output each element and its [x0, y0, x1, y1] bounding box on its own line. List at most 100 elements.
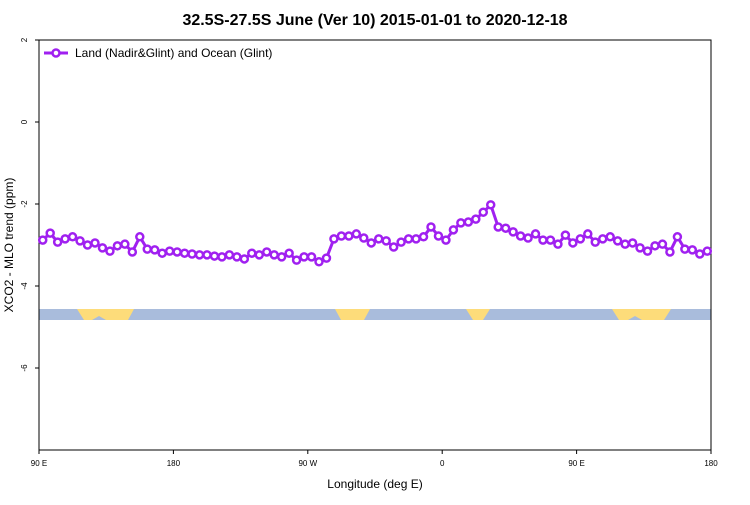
data-point [105, 246, 115, 256]
data-point [456, 218, 466, 228]
data-point [254, 250, 265, 260]
data-point [605, 232, 615, 242]
data-point [553, 239, 563, 249]
data-point [142, 244, 153, 254]
data-point [299, 252, 309, 262]
data-point [179, 248, 190, 258]
data-point [612, 236, 623, 246]
data-point [680, 244, 690, 254]
data-point [232, 252, 242, 262]
data-point [149, 245, 160, 255]
chart-title: 32.5S-27.5S June (Ver 10) 2015-01-01 to … [182, 12, 567, 29]
data-point [418, 232, 429, 242]
data-point [463, 217, 474, 227]
y-tick-label: -4 [20, 282, 29, 290]
data-point [373, 234, 384, 244]
data-point [224, 250, 235, 260]
data-point [650, 241, 660, 251]
data-point [523, 233, 533, 243]
y-tick-label: 0 [20, 119, 29, 124]
data-point [135, 232, 145, 242]
data-point [291, 255, 302, 265]
glint-band [466, 309, 490, 320]
data-point [194, 250, 205, 260]
y-axis-label: XCO2 - MLO trend (ppm) [2, 178, 16, 313]
data-point [687, 245, 698, 255]
data-point [359, 233, 369, 243]
data-point [127, 247, 138, 257]
data-point [37, 235, 48, 245]
y-tick-label: -2 [20, 200, 29, 208]
plot-frame [38, 39, 712, 451]
data-point [97, 243, 108, 253]
data-point [478, 207, 489, 217]
data-point [157, 248, 167, 258]
data-point [702, 246, 713, 256]
surface-band [39, 309, 711, 320]
data-point [306, 252, 317, 262]
data-point [642, 246, 653, 256]
data-point [269, 250, 279, 260]
glint-band [77, 309, 134, 320]
data-point [560, 230, 571, 240]
data-point [314, 257, 324, 267]
data-point [627, 238, 638, 248]
data-point [575, 234, 586, 244]
legend: Land (Nadir&Glint) and Ocean (Glint) [44, 46, 272, 60]
data-point [433, 231, 444, 241]
data-point [120, 239, 130, 249]
x-axis-label: Longitude (deg E) [327, 477, 422, 491]
legend-marker [51, 48, 61, 58]
data-point [597, 234, 608, 244]
x-tick-label: 180 [704, 459, 718, 468]
ocean-band [39, 309, 711, 320]
data-point [695, 249, 705, 259]
data-point [381, 236, 391, 246]
data-point [411, 234, 421, 244]
x-tick-label: 90 W [298, 459, 317, 468]
data-point [202, 250, 212, 260]
data-point [261, 247, 272, 257]
data-point [172, 247, 182, 257]
data-point [620, 239, 630, 249]
data-point [471, 214, 481, 224]
x-tick-label: 180 [167, 459, 181, 468]
data-point [187, 249, 197, 259]
data-point [112, 241, 123, 251]
data-point [239, 254, 250, 264]
data-point [344, 231, 354, 241]
data-point [508, 227, 518, 237]
data-point [60, 234, 70, 244]
data-point [500, 223, 511, 233]
glint-band [612, 309, 671, 320]
data-point [321, 253, 332, 263]
data-point [45, 228, 55, 238]
data-point [247, 248, 257, 258]
data-point [67, 232, 78, 242]
x-tick-label: 0 [440, 459, 445, 468]
data-point [336, 231, 347, 241]
data-point [284, 248, 294, 258]
data-point [403, 234, 414, 244]
data-point [568, 238, 578, 248]
data-point [217, 252, 227, 262]
data-point [164, 246, 175, 256]
data-point [351, 229, 362, 239]
data-point [82, 240, 93, 250]
data-point [590, 237, 601, 247]
data-point [657, 239, 668, 249]
data-point [515, 231, 526, 241]
data-point [485, 200, 496, 210]
data-point [448, 225, 459, 235]
data-point [388, 242, 399, 252]
legend-label: Land (Nadir&Glint) and Ocean (Glint) [75, 46, 272, 60]
data-point [52, 237, 63, 247]
y-tick-label: 2 [20, 37, 29, 42]
data-point [665, 247, 675, 257]
data-point [530, 229, 541, 239]
data-point [545, 235, 556, 245]
x-tick-label: 90 E [568, 459, 584, 468]
x-tick-label: 90 E [31, 459, 47, 468]
data-point [538, 235, 548, 245]
